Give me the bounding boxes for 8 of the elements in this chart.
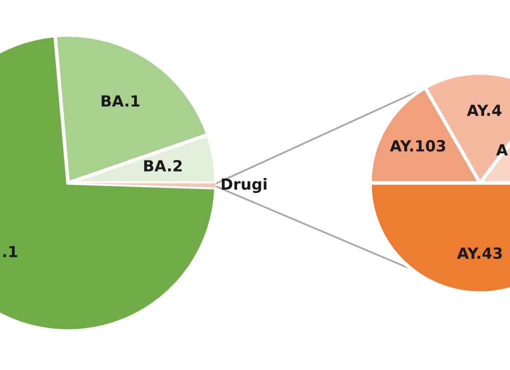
slice-label: AY.103 [390, 140, 446, 152]
slice-label: .1 [3, 246, 18, 258]
slice-label: A [496, 144, 508, 156]
slice-label: Drugi [222, 178, 266, 193]
slice-label: AY.4 [466, 104, 502, 116]
slice-label: BA.2 [144, 160, 182, 172]
slice-label: BA.1 [102, 95, 140, 107]
slice-label: AY.43 [457, 247, 502, 259]
